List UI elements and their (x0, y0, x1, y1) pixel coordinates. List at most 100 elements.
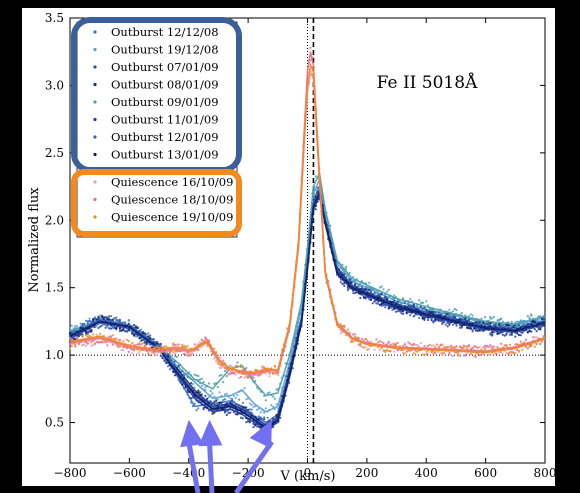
series-point (448, 308, 451, 311)
series-point (337, 268, 341, 271)
series-point (125, 347, 129, 350)
series-point (457, 319, 460, 322)
series-point (204, 389, 207, 392)
series-point (426, 310, 430, 313)
series-point (229, 402, 232, 405)
series-point (141, 338, 145, 341)
series-point (348, 271, 351, 275)
series-point (86, 332, 89, 335)
series-point (423, 310, 426, 313)
series-point (510, 333, 513, 337)
series-point (127, 340, 130, 343)
annotation-arrow (198, 419, 223, 493)
series-point (405, 350, 408, 353)
series-point (353, 291, 357, 295)
series-point (106, 318, 109, 321)
series-point (451, 323, 455, 326)
series-point (83, 322, 86, 325)
series-point (197, 343, 200, 346)
series-point (268, 391, 271, 394)
series-point (198, 378, 202, 381)
series-point (92, 318, 95, 321)
series-point (494, 352, 497, 355)
series-point (375, 302, 378, 305)
series-point (95, 340, 98, 343)
series-point (355, 282, 358, 285)
series-point (190, 382, 193, 385)
series-point (467, 345, 471, 348)
series-point (81, 344, 84, 347)
series-point (77, 343, 80, 346)
series-point (526, 324, 529, 327)
series-point (218, 356, 221, 359)
series-point (222, 408, 225, 411)
series-point (138, 350, 141, 353)
series-line (69, 170, 546, 397)
series-point (239, 375, 243, 379)
series-point (434, 352, 437, 355)
series-point (93, 337, 96, 340)
series-point (259, 411, 262, 414)
series-point (412, 303, 415, 306)
series-point (341, 273, 344, 276)
series-point (191, 383, 194, 386)
series-point (530, 323, 533, 326)
series-point (361, 286, 364, 289)
series-point (84, 331, 88, 334)
series-point (218, 374, 221, 377)
series-point (387, 340, 390, 343)
series-point (473, 345, 476, 348)
series-point (485, 322, 488, 325)
series-point (179, 381, 182, 384)
series-point (174, 349, 177, 353)
series-point (409, 342, 412, 345)
series-point (487, 324, 490, 327)
series-point (182, 344, 186, 348)
series-point (184, 353, 187, 356)
series-point (352, 289, 355, 292)
series-point (346, 277, 349, 281)
series-point (227, 372, 230, 375)
series-point (156, 353, 159, 356)
series-point (412, 305, 415, 308)
series-point (122, 346, 125, 349)
y-axis-label: Normalized flux (27, 187, 42, 293)
series-point (485, 324, 488, 327)
series-point (124, 330, 127, 333)
series-point (264, 399, 267, 402)
series-point (384, 296, 387, 299)
series-point (141, 332, 145, 335)
series-point (514, 343, 517, 346)
series-point (453, 346, 456, 349)
series-point (396, 341, 399, 345)
series-point (528, 345, 531, 348)
series-point (115, 318, 118, 321)
series-point (117, 338, 120, 341)
series-point (443, 352, 446, 355)
series-point (97, 315, 100, 318)
series-point (172, 342, 175, 345)
series-point (223, 411, 227, 414)
series-point (74, 337, 77, 340)
series-point (184, 346, 187, 349)
series-point (501, 352, 504, 355)
series-point (364, 338, 367, 341)
series-point (81, 333, 84, 336)
series-point (277, 420, 280, 423)
series-point (248, 411, 251, 414)
series-point (361, 337, 364, 340)
series-point (466, 352, 469, 355)
series-point (97, 341, 100, 344)
series-point (386, 298, 389, 301)
series-point (443, 321, 446, 324)
series-point (421, 317, 424, 320)
series-point (74, 345, 77, 348)
series-point (353, 283, 357, 286)
series-point (459, 326, 462, 329)
series-point (398, 299, 401, 303)
y-tick-label: 2.5 (45, 146, 64, 160)
series-point (378, 293, 381, 296)
series-point (124, 321, 127, 324)
series-point (252, 405, 255, 408)
series-point (223, 393, 227, 396)
